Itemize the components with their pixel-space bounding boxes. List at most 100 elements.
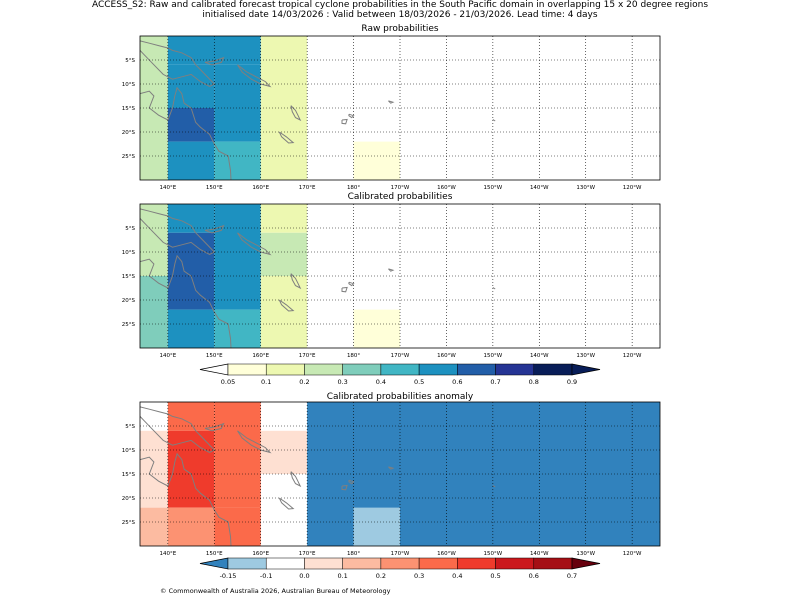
region-cell: [260, 204, 308, 233]
colorbar-tick-label: 0.1: [337, 572, 347, 580]
coast-society-islands: [492, 287, 496, 290]
region-cell: [167, 204, 215, 233]
coast-new-guinea: [140, 208, 216, 255]
coast-society-islands: [492, 485, 496, 488]
colorbar-tick-label: 0.0: [299, 572, 309, 580]
colorbar-tick-label: 0.8: [529, 378, 539, 386]
y-tick-label: 25°S: [122, 322, 136, 328]
colorbar-under-arrow: [199, 557, 229, 570]
coast-australia-ne: [140, 452, 232, 546]
colorbar-segment: [380, 363, 420, 376]
colorbar-tick-label: 0.4: [376, 378, 386, 386]
region-cell: [353, 309, 400, 348]
x-tick-label: 140°W: [530, 353, 549, 359]
colorbar-tick-label: 0.3: [337, 378, 347, 386]
x-tick-label: 170°E: [299, 353, 316, 359]
colorbar-segment: [304, 363, 343, 376]
colorbar-over-arrow: [571, 557, 601, 570]
coast-fiji: [341, 484, 348, 491]
region-cell: [260, 36, 308, 180]
panel-raw-title: Raw probabilities: [361, 24, 439, 34]
colorbar-segment: [495, 363, 535, 376]
colorbar-anomaly: -0.15 -0.1 0.0 0.1 0.2 0.3 0.4 0.5 0.6 0.7: [199, 557, 601, 580]
coast-new-britain: [204, 224, 225, 234]
colorbar-segment: [304, 557, 343, 570]
region-cell: [353, 141, 400, 180]
region-cell: [353, 507, 400, 546]
colorbar-segment: [227, 363, 267, 376]
y-tick-label: 20°S: [122, 496, 136, 502]
gridlines: [140, 36, 660, 180]
x-tick-label: 180°: [347, 353, 360, 359]
coast-solomons: [237, 430, 272, 454]
probability-cells: [140, 36, 400, 180]
x-tick-label: 140°E: [159, 353, 176, 359]
y-tick-label: 10°S: [122, 82, 136, 88]
y-tick-label: 15°S: [122, 274, 136, 280]
y-tick-label: 5°S: [125, 424, 135, 430]
colorbar-tick-label: 0.5: [490, 572, 500, 580]
coast-solomons: [237, 232, 272, 256]
region-cell: [167, 141, 215, 180]
x-tick-label: 130°W: [576, 353, 595, 359]
coast-vanuatu: [290, 471, 302, 488]
panel-calibrated: 140°E 150°E 160°E 170°E 180° 170°W 160°W 150°W 1…: [122, 203, 661, 359]
x-tick-label: 170°W: [391, 551, 410, 557]
colorbar-segment: [418, 363, 458, 376]
region-cell: [214, 204, 261, 310]
y-tick-label: 25°S: [122, 520, 136, 526]
colorbar-tick-label: 0.6: [452, 378, 462, 386]
gridlines: [140, 204, 660, 348]
colorbar-tick-label: 0.5: [414, 378, 424, 386]
region-cell: [260, 232, 308, 276]
coast-vanua-levu: [348, 113, 355, 119]
coast-society-islands: [492, 119, 496, 122]
x-tick-label: 170°W: [391, 353, 410, 359]
panel-anomaly: 140°E 150°E 160°E 170°E 180° 170°W 160°W 150°W 1…: [122, 401, 661, 557]
x-tick-label: 160°E: [252, 353, 269, 359]
colorbar-tick-label: 0.3: [414, 572, 424, 580]
probability-cells: [140, 204, 400, 348]
colorbar-tick-label: 0.05: [221, 378, 235, 386]
y-tick-label: 10°S: [122, 250, 136, 256]
x-tick-label: 160°W: [437, 551, 456, 557]
coast-samoa: [388, 268, 395, 272]
coast-samoa: [388, 100, 395, 104]
colorbar-segment: [533, 363, 573, 376]
region-cell: [167, 309, 215, 348]
x-tick-label: 120°W: [623, 353, 642, 359]
region-cell: [214, 141, 261, 180]
region-cell: [140, 36, 168, 180]
coast-new-caledonia: [278, 497, 295, 510]
colorbar-over-arrow: [571, 363, 601, 376]
plot-frame: [139, 401, 661, 547]
x-tick-label: 180°: [347, 551, 360, 557]
plot-frame: [139, 35, 661, 181]
colorbar-segment: [265, 363, 305, 376]
y-tick-label: 15°S: [122, 106, 136, 112]
region-cell: [167, 430, 215, 508]
colorbar-segment: [380, 557, 420, 570]
colorbar-tick-label: 0.6: [529, 572, 539, 580]
x-tick-label: 140°E: [159, 185, 176, 191]
x-tick-label: 120°W: [623, 551, 642, 557]
y-tick-label: 15°S: [122, 472, 136, 478]
colorbar-segment: [418, 557, 458, 570]
colorbar-segment: [457, 363, 496, 376]
coast-vanua-levu: [348, 281, 355, 287]
coast-samoa: [388, 466, 395, 470]
coast-australia-ne: [140, 86, 232, 180]
x-tick-label: 150°W: [484, 551, 503, 557]
colorbar-segment: [265, 557, 305, 570]
coast-new-caledonia: [278, 299, 295, 312]
gridlines: [140, 402, 660, 546]
coast-new-guinea: [140, 40, 216, 87]
coast-new-britain: [204, 422, 225, 432]
colorbar-segment: [533, 557, 573, 570]
x-tick-label: 130°W: [576, 185, 595, 191]
figure-title-line1: ACCESS_S2: Raw and calibrated forecast t…: [91, 0, 709, 10]
x-tick-label: 150°W: [484, 185, 503, 191]
x-tick-label: 150°W: [484, 353, 503, 359]
coast-vanua-levu: [348, 479, 355, 485]
region-cell: [214, 309, 261, 348]
